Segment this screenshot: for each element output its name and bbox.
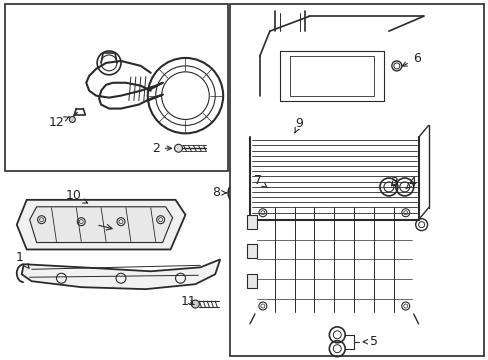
Text: 1: 1 xyxy=(16,251,29,268)
Text: 8: 8 xyxy=(212,186,226,199)
Text: 2: 2 xyxy=(151,142,171,155)
Polygon shape xyxy=(249,125,427,137)
Polygon shape xyxy=(249,137,418,220)
Circle shape xyxy=(69,117,75,122)
Text: 12: 12 xyxy=(48,116,69,129)
Circle shape xyxy=(174,144,182,152)
Text: 10: 10 xyxy=(65,189,87,203)
Text: 7: 7 xyxy=(253,174,266,188)
Bar xyxy=(246,244,256,258)
Text: 11: 11 xyxy=(180,294,196,307)
Text: 4: 4 xyxy=(405,176,416,189)
Text: 9: 9 xyxy=(294,117,303,133)
Polygon shape xyxy=(413,185,427,314)
Text: 6: 6 xyxy=(402,53,420,66)
Bar xyxy=(246,215,256,229)
Bar xyxy=(5,4,228,171)
Circle shape xyxy=(191,300,199,308)
Bar xyxy=(230,4,483,356)
Polygon shape xyxy=(254,205,413,314)
Polygon shape xyxy=(21,260,220,289)
Polygon shape xyxy=(30,207,172,243)
Bar xyxy=(246,274,256,288)
Text: 5: 5 xyxy=(363,335,377,348)
Polygon shape xyxy=(259,31,398,105)
Polygon shape xyxy=(17,200,185,249)
Polygon shape xyxy=(254,185,427,205)
Text: 3: 3 xyxy=(389,176,397,189)
